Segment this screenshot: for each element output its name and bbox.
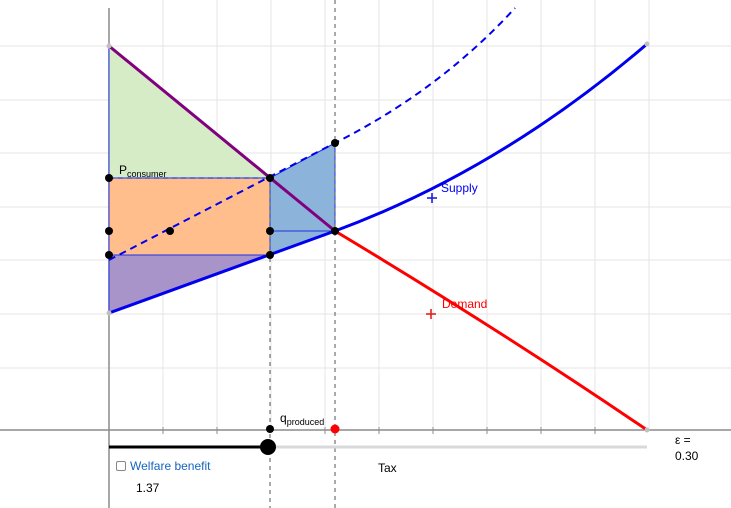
key-points[interactable] (105, 139, 339, 433)
supply-label: Supply (441, 181, 478, 195)
tax-slider-handle[interactable] (260, 439, 276, 455)
q-produced-label: qproduced (280, 411, 324, 427)
epsilon-label: ε = (675, 433, 691, 447)
welfare-benefit-label: Welfare benefit (130, 459, 211, 473)
demand-curve (334, 229, 648, 432)
demand-label: Demand (442, 297, 487, 311)
supply-handle[interactable] (427, 193, 437, 203)
supply-curve (108, 42, 648, 315)
curve-endpoints (106, 41, 650, 433)
epsilon-value: 0.30 (675, 449, 699, 463)
grid (0, 0, 731, 430)
tax-point[interactable] (330, 424, 340, 434)
tax-revenue-region (108, 177, 271, 256)
welfare-benefit-checkbox[interactable]: Welfare benefit (116, 459, 211, 473)
x-axis-ticks (162, 427, 596, 434)
p-consumer-label: Pconsumer (119, 163, 167, 179)
tax-label: Tax (378, 461, 397, 475)
welfare-benefit-value: 1.37 (136, 481, 160, 495)
demand-curve-shared-segment (108, 44, 336, 233)
checkbox-box[interactable] (116, 461, 126, 471)
demand-handle[interactable] (426, 309, 436, 319)
supply-plus-tax-curve (108, 7, 516, 261)
